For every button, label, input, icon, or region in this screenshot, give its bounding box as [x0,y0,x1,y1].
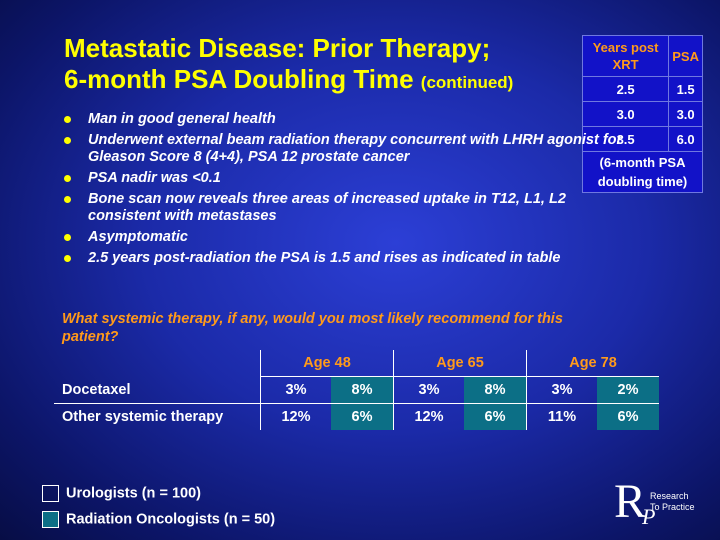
survey-question: What systemic therapy, if any, would you… [62,311,563,345]
group-header-age-65: Age 65 [393,350,527,377]
psa-value-cell: 3.0 [668,101,703,127]
legend-swatch-radiation-oncologists [42,511,59,528]
title-line-1: Metastatic Disease: Prior Therapy; [64,33,491,63]
table-row: Docetaxel 3% 8% 3% 8% 3% 2% [54,376,659,404]
legend-label-urologists: Urologists (n = 100) [66,485,201,502]
urologists-cell: 3% [526,376,597,404]
psa-row: 2.5 1.5 [581,76,703,102]
psa-years-cell: 3.5 [581,126,670,152]
slide-title: Metastatic Disease: Prior Therapy; 6-mon… [64,33,574,98]
bullet-dot-icon [64,137,71,144]
psa-value-cell: 6.0 [668,126,703,152]
bullet-text: Asymptomatic [88,229,188,245]
bullet-dot-icon [64,196,71,203]
title-line-2-main: 6-month PSA Doubling Time [64,64,414,94]
bullet-item: PSA nadir was <0.1 [64,170,624,187]
title-continued: (continued) [420,73,514,92]
bullet-text: Man in good general health [88,111,276,127]
bullet-text: Bone scan now reveals three areas of inc… [88,191,566,224]
radiation-oncologists-cell: 6% [597,403,659,430]
bullet-item: Man in good general health [64,111,624,128]
psa-header-psa: PSA [668,35,703,77]
radiation-oncologists-cell: 8% [331,376,394,404]
logo-text-line-2: To Practice [650,502,695,512]
urologists-cell: 12% [260,403,331,430]
urologists-cell: 3% [393,376,464,404]
psa-note: (6-month PSA doubling time) [582,151,703,193]
radiation-oncologists-cell: 2% [597,376,659,404]
legend-swatch-urologists [42,485,59,502]
bullet-text: PSA nadir was <0.1 [88,170,221,186]
logo-text: Research To Practice [650,491,695,513]
table-row: Other systemic therapy 12% 6% 12% 6% 11%… [54,403,659,430]
urologists-cell: 3% [260,376,331,404]
urologists-cell: 11% [526,403,597,430]
logo-letter-p: P [642,504,656,529]
row-label-other-therapy: Other systemic therapy [62,409,224,425]
results-header-row: Age 48 Age 65 Age 78 [54,350,659,377]
results-corner [54,350,261,377]
bullet-item: Underwent external beam radiation therap… [64,132,624,166]
group-header-age-78: Age 78 [526,350,659,377]
group-header-age-48: Age 48 [260,350,394,377]
title-line-2: 6-month PSA Doubling Time (continued) [64,64,574,98]
psa-value-cell: 1.5 [668,76,703,102]
psa-table: Years post XRT PSA 2.5 1.5 3.0 3.0 3.5 6… [581,35,703,193]
bullet-item: 2.5 years post-radiation the PSA is 1.5 … [64,250,624,267]
psa-header-years: Years post XRT [581,35,670,77]
row-label-docetaxel: Docetaxel [54,376,261,404]
legend-label-radiation-oncologists: Radiation Oncologists (n = 50) [66,511,276,528]
radiation-oncologists-cell: 8% [464,376,527,404]
logo-text-line-1: Research [650,491,689,501]
radiation-oncologists-cell: 6% [331,403,394,430]
bullet-dot-icon [64,234,71,241]
legend-radiation-oncologists: Radiation Oncologists (n = 50) [42,511,275,528]
logo-letter-r: R [614,475,647,528]
research-to-practice-logo: R P Research To Practice [614,475,714,534]
bullet-dot-icon [64,175,71,182]
urologists-cell: 12% [393,403,464,430]
psa-row: 3.5 6.0 [581,126,703,152]
bullet-text: Underwent external beam radiation therap… [88,132,623,165]
bullet-item: Bone scan now reveals three areas of inc… [64,191,624,225]
bullet-dot-icon [64,255,71,262]
bullet-item: Asymptomatic [64,229,624,246]
results-table: Age 48 Age 65 Age 78 Docetaxel 3% 8% 3% … [54,350,659,430]
bullet-dot-icon [64,116,71,123]
legend-urologists: Urologists (n = 100) [42,485,201,502]
case-bullets: Man in good general health Underwent ext… [64,111,624,271]
bullet-text: 2.5 years post-radiation the PSA is 1.5 … [88,250,561,266]
radiation-oncologists-cell: 6% [464,403,527,430]
psa-years-cell: 2.5 [581,76,670,102]
